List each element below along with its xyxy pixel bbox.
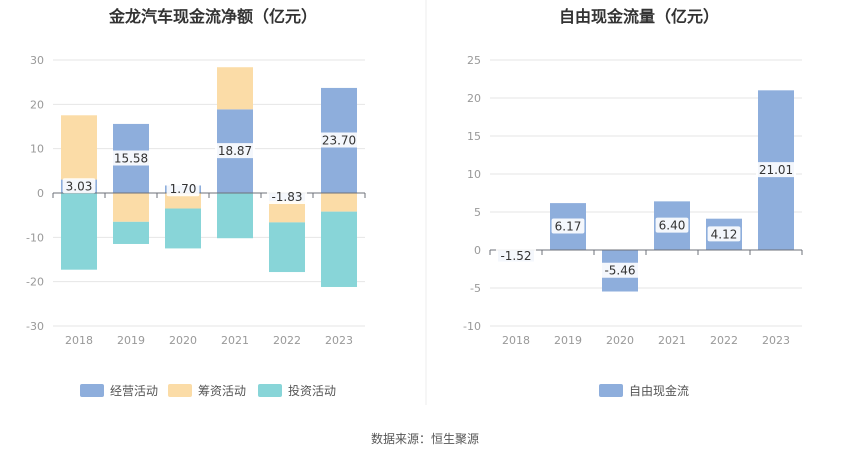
chart2-data-labels: -1.52 6.17 -5.46 6.40 4.12 21.01: [496, 162, 796, 278]
bar: [321, 211, 357, 287]
chart1-bars: [61, 67, 357, 287]
y-tick-label: 30: [30, 54, 44, 67]
data-label: 1.70: [170, 182, 197, 196]
data-label-bg: [166, 181, 200, 197]
y-tick-label: 20: [30, 98, 44, 111]
chart1-zero-axis: [52, 192, 366, 198]
y-tick-label: 10: [30, 143, 44, 156]
data-label: 23.70: [322, 133, 356, 147]
bar: [269, 222, 305, 273]
legend-swatch: [168, 384, 192, 397]
bar: [113, 221, 149, 244]
data-label-bg: [319, 132, 359, 148]
y-tick-label: -5: [470, 282, 481, 295]
data-label: 6.17: [555, 220, 582, 234]
y-tick-label: -10: [26, 231, 44, 244]
chart1-gridlines: [53, 59, 365, 327]
chart1-y-axis: 30 20 10 0 -10 -20 -30: [26, 54, 44, 333]
x-tick-label: 2022: [273, 334, 301, 347]
y-tick-label: 15: [467, 130, 481, 143]
data-label: 6.40: [659, 219, 686, 233]
chart1-legend: 经营活动 筹资活动 投资活动: [80, 383, 336, 398]
data-label-bg: [111, 150, 151, 166]
x-tick-label: 2019: [117, 334, 145, 347]
y-tick-label: 0: [37, 187, 44, 200]
legend-label: 自由现金流: [629, 383, 689, 398]
chart2-gridlines: [490, 59, 802, 327]
data-label: 15.58: [114, 151, 148, 165]
data-label: 18.87: [218, 144, 252, 158]
data-label-bg: [215, 143, 255, 159]
bar: [269, 201, 305, 223]
data-source-note: 数据来源：恒生聚源: [371, 431, 479, 446]
chart1-title: 金龙汽车现金流净额（亿元）: [108, 7, 317, 26]
bar: [321, 193, 357, 212]
bar: [61, 193, 97, 270]
chart2-bars: [498, 90, 794, 292]
bar: [217, 67, 253, 110]
legend-label: 筹资活动: [198, 384, 246, 398]
y-tick-label: -20: [26, 276, 44, 289]
legend-label: 经营活动: [110, 384, 158, 398]
data-label-bg: [600, 262, 640, 278]
x-tick-label: 2021: [658, 334, 686, 347]
chart2-x-axis: 2018 2019 2020 2021 2022 2023: [502, 334, 790, 347]
chart1-data-labels: 3.03 15.58 1.70 18.87 -1.83 23.70: [62, 132, 359, 205]
x-tick-label: 2020: [606, 334, 634, 347]
chart2-legend: 自由现金流: [599, 383, 689, 398]
data-label: -5.46: [604, 264, 635, 278]
data-label: -1.83: [271, 190, 302, 204]
data-label-bg: [496, 247, 536, 263]
x-tick-label: 2018: [65, 334, 93, 347]
x-tick-label: 2023: [762, 334, 790, 347]
x-tick-label: 2019: [554, 334, 582, 347]
y-tick-label: -10: [463, 320, 481, 333]
x-tick-label: 2020: [169, 334, 197, 347]
y-tick-label: 5: [474, 206, 481, 219]
bar: [113, 193, 149, 222]
data-label-bg: [62, 178, 96, 194]
legend-swatch: [80, 384, 104, 397]
chart2-y-axis: 25 20 15 10 5 0 -5 -10: [463, 54, 481, 333]
legend-label: 投资活动: [288, 383, 336, 398]
data-label-bg: [655, 217, 689, 233]
data-label-bg: [267, 189, 307, 205]
data-label: -1.52: [500, 249, 531, 263]
legend-swatch: [258, 384, 282, 397]
y-tick-label: 20: [467, 92, 481, 105]
x-tick-label: 2022: [710, 334, 738, 347]
bar: [165, 193, 201, 209]
bar: [61, 115, 97, 180]
y-tick-label: -30: [26, 320, 44, 333]
chart2-zero-axis: [489, 249, 803, 255]
data-label: 21.01: [759, 163, 793, 177]
bar: [165, 208, 201, 249]
y-tick-label: 25: [467, 54, 481, 67]
chart2-title: 自由现金流量（亿元）: [559, 7, 719, 26]
data-label-bg: [756, 162, 796, 178]
x-tick-label: 2021: [221, 334, 249, 347]
data-label: 4.12: [711, 227, 738, 241]
data-label-bg: [551, 218, 585, 234]
bar: [217, 193, 253, 239]
x-tick-label: 2023: [325, 334, 353, 347]
y-tick-label: 0: [474, 244, 481, 257]
legend-swatch: [599, 384, 623, 397]
data-label-bg: [707, 226, 741, 242]
data-label: 3.03: [66, 179, 93, 193]
y-tick-label: 10: [467, 168, 481, 181]
chart1-x-axis: 2018 2019 2020 2021 2022 2023: [65, 334, 353, 347]
x-tick-label: 2018: [502, 334, 530, 347]
